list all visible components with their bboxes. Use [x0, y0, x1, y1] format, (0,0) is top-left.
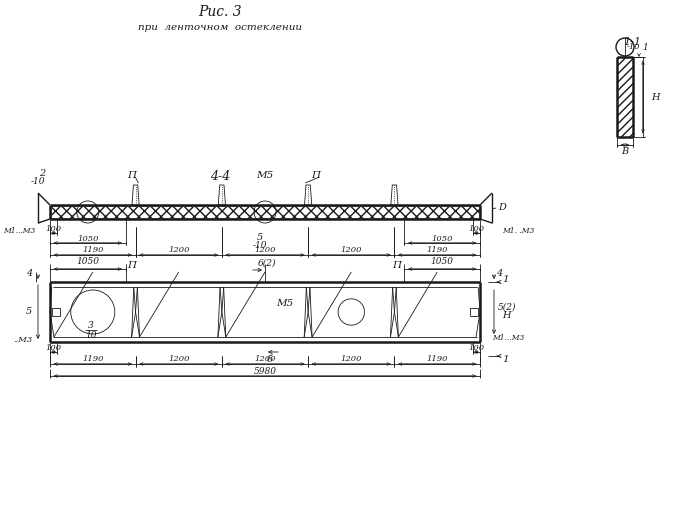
- Text: 4: 4: [26, 270, 32, 278]
- Text: D: D: [498, 202, 506, 211]
- Text: 6(2): 6(2): [258, 259, 277, 268]
- Text: П: П: [311, 170, 320, 179]
- Text: 1: 1: [502, 275, 509, 284]
- Text: -10: -10: [31, 176, 45, 186]
- Text: H: H: [502, 310, 510, 319]
- Text: 100: 100: [468, 225, 484, 233]
- Text: B: B: [622, 148, 629, 157]
- Bar: [51, 206, 479, 218]
- Text: 1190: 1190: [82, 355, 104, 363]
- Text: 1190: 1190: [426, 355, 448, 363]
- Text: 1: 1: [642, 43, 648, 52]
- Bar: [470, 308, 478, 316]
- Text: 1: 1: [502, 355, 509, 365]
- Text: 1190: 1190: [426, 246, 448, 254]
- Text: при  ленточном  остеклении: при ленточном остеклении: [138, 22, 302, 31]
- Text: 2: 2: [38, 168, 45, 177]
- Text: М1. .М3: М1. .М3: [502, 227, 534, 235]
- Text: 5(2): 5(2): [498, 303, 517, 311]
- Text: б: б: [267, 354, 273, 364]
- Text: 1200: 1200: [168, 246, 190, 254]
- Text: -10: -10: [627, 43, 640, 51]
- Text: М1...М3: М1...М3: [492, 334, 524, 342]
- Text: 1-1: 1-1: [623, 37, 641, 47]
- Circle shape: [616, 38, 634, 56]
- Text: 4-4: 4-4: [210, 170, 230, 184]
- Text: 1200: 1200: [168, 355, 190, 363]
- Text: 1200: 1200: [340, 355, 362, 363]
- Text: 1050: 1050: [431, 235, 453, 243]
- Text: 100: 100: [46, 344, 62, 352]
- Text: 1200: 1200: [254, 355, 276, 363]
- Text: 3: 3: [88, 321, 94, 331]
- Bar: [617, 57, 633, 137]
- Text: П: П: [127, 262, 136, 271]
- Bar: [52, 308, 60, 316]
- Text: 1050: 1050: [76, 258, 99, 267]
- Text: -10: -10: [253, 240, 267, 249]
- Text: 10: 10: [85, 331, 97, 340]
- Text: 1190: 1190: [82, 246, 104, 254]
- Text: 1050: 1050: [430, 258, 454, 267]
- Text: 1200: 1200: [254, 246, 276, 254]
- Text: М1...М3: М1...М3: [3, 227, 35, 235]
- Text: 5: 5: [257, 233, 263, 241]
- Text: 100: 100: [468, 344, 484, 352]
- Text: ..М3: ..М3: [13, 336, 32, 344]
- Text: Рис. 3: Рис. 3: [198, 5, 242, 19]
- Text: 100: 100: [46, 225, 62, 233]
- Text: H: H: [651, 92, 659, 101]
- Text: П: П: [127, 170, 136, 179]
- Text: М5: М5: [276, 300, 293, 308]
- Text: 1050: 1050: [77, 235, 99, 243]
- Text: 4: 4: [496, 270, 503, 278]
- Text: М5: М5: [256, 170, 274, 179]
- Text: П: П: [392, 262, 401, 271]
- Text: 1200: 1200: [340, 246, 362, 254]
- Text: 5: 5: [26, 308, 32, 316]
- Text: 5980: 5980: [253, 367, 276, 376]
